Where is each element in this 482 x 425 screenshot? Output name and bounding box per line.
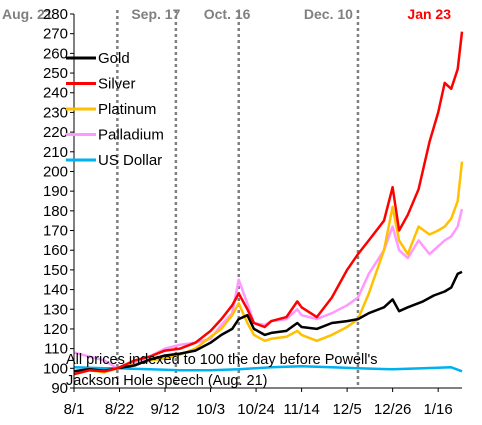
y-tick-label: 200 (43, 163, 68, 180)
x-tick-label: 9/12 (150, 401, 179, 418)
x-axis-ticks: 8/1 8/22 9/12 10/3 10/24 11/14 12/5 12/26 1/16 (64, 388, 453, 418)
y-tick-label: 180 (43, 203, 68, 220)
x-tick-label: 12/5 (333, 401, 362, 418)
x-tick-label: 11/14 (283, 401, 319, 418)
x-tick-label: 10/24 (237, 401, 275, 418)
annotation-line-1: All prices indexed to 100 the day before… (66, 352, 377, 368)
y-tick-label: 190 (43, 183, 68, 200)
legend-label: US Dollar (98, 152, 162, 169)
series-line-gold (73, 270, 463, 373)
series-line-platinum (73, 161, 464, 376)
legend-label: Gold (98, 50, 130, 67)
y-tick-label: 100 (43, 360, 68, 377)
y-tick-label: 160 (43, 242, 68, 259)
y-tick-label: 130 (43, 301, 68, 318)
y-axis-ticks: 90 100 110 120 130 140 150 160 170 180 190 200 210 22… (43, 6, 74, 397)
y-tick-label: 110 (44, 341, 68, 358)
legend: Gold Silver Platinum Palladium US Dollar (66, 50, 164, 169)
event-label: Aug. 21 (2, 6, 53, 22)
y-tick-label: 280 (43, 6, 68, 23)
event-label: Oct. 16 (204, 6, 251, 22)
annotation-line-2: Jackson Hole speech (Aug. 21) (66, 373, 268, 389)
x-tick-label: 1/16 (424, 401, 453, 418)
y-tick-label: 270 (43, 26, 68, 43)
event-label: Dec. 10 (304, 6, 353, 22)
y-tick-label: 170 (43, 223, 68, 240)
series-line-us-dollar (73, 365, 463, 373)
x-tick-label: 10/3 (196, 401, 225, 418)
x-tick-label: 12/26 (374, 401, 412, 418)
y-tick-label: 90 (51, 380, 68, 397)
event-markers: Aug. 21 Sep. 17 Oct. 16 Dec. 10 Jan 23 (2, 6, 451, 388)
x-tick-label: 8/22 (105, 401, 134, 418)
series-line-silver (73, 31, 464, 376)
x-tick-label: 8/1 (64, 401, 85, 418)
legend-label: Palladium (98, 127, 164, 144)
y-tick-label: 250 (43, 65, 68, 82)
series-line-palladium (73, 208, 464, 370)
y-tick-label: 140 (43, 282, 68, 299)
y-tick-label: 120 (43, 321, 68, 338)
y-tick-label: 150 (43, 262, 68, 279)
y-tick-label: 220 (43, 124, 68, 141)
y-tick-label: 210 (43, 144, 68, 161)
y-tick-label: 230 (43, 104, 68, 121)
y-tick-label: 260 (43, 45, 68, 62)
event-label: Sep. 17 (131, 6, 180, 22)
legend-label: Silver (98, 76, 136, 93)
legend-label: Platinum (98, 101, 156, 118)
series-lines (73, 31, 464, 376)
y-tick-label: 240 (43, 85, 68, 102)
event-label: Jan 23 (407, 6, 451, 22)
